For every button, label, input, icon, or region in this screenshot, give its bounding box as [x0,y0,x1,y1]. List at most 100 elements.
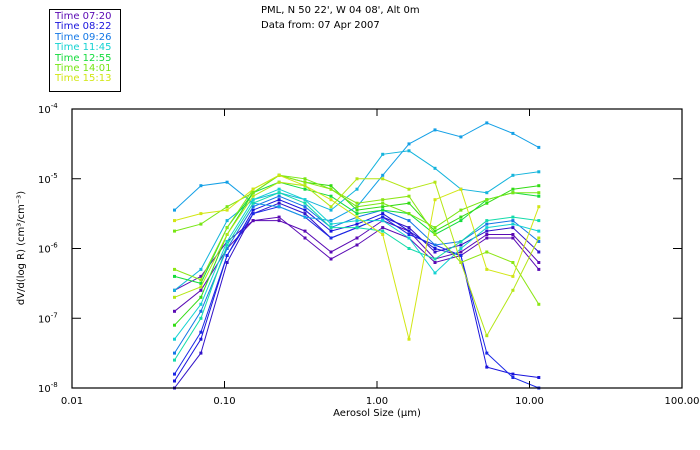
data-point [251,191,255,195]
data-point [173,351,176,355]
data-point [537,261,541,264]
legend-item: Time 07:20 [55,11,112,22]
data-point [173,337,176,341]
data-point [355,226,359,230]
data-point [329,205,333,209]
data-point [485,229,489,233]
data-point [277,173,281,177]
data-point [459,240,463,243]
data-point [303,215,307,219]
data-point [511,236,515,240]
data-point [511,233,515,236]
chart-title: PML, N 50 22', W 04 08', Alt 0m [261,5,420,16]
data-point [173,229,176,233]
data-point [485,198,489,202]
data-point [537,191,541,195]
y-tick-label: 10-8 [38,381,58,395]
data-point [511,219,515,223]
data-point [485,365,489,369]
data-point [537,145,541,149]
data-point [407,236,411,240]
data-point [485,233,489,236]
data-point [459,250,463,254]
data-point [537,267,541,271]
y-tick-label: 10-6 [38,242,58,256]
data-point [199,274,203,278]
data-point [485,236,489,240]
data-point [251,212,255,216]
data-point [173,323,176,327]
data-point [225,180,229,184]
data-point [381,177,385,181]
data-point [459,187,463,191]
data-point [355,222,359,226]
data-point [199,285,203,289]
data-point [537,236,541,240]
data-point [329,208,333,212]
data-point [511,191,515,195]
data-point [199,351,203,355]
legend-item: Time 11:45 [55,42,112,54]
data-point [381,212,385,216]
data-point [277,201,281,205]
data-point [407,194,411,198]
data-point [485,226,489,230]
data-point [199,309,203,313]
data-point [277,198,281,202]
data-point [485,201,489,205]
data-point [537,250,541,254]
data-point [173,379,176,383]
data-point [459,219,463,223]
data-point [433,233,437,236]
data-point [511,131,515,135]
data-point [199,316,203,320]
data-point [355,243,359,247]
data-point [485,191,489,195]
series-line [174,174,540,340]
data-point [251,194,255,198]
data-point [355,205,359,209]
data-point [407,247,411,250]
data-point [277,194,281,198]
data-point [381,226,385,230]
data-point [485,250,489,254]
data-point [303,229,307,233]
data-point [381,229,385,233]
data-point [537,170,541,174]
data-point [537,240,541,243]
data-point [381,201,385,205]
legend-item: Time 14:01 [55,63,112,75]
data-point [407,219,411,223]
data-point [251,187,255,191]
data-point [251,205,255,209]
data-point [303,212,307,216]
data-point [225,208,229,212]
data-point [381,205,385,209]
data-point [329,236,333,240]
data-point [485,267,489,271]
data-point [199,295,203,299]
data-point [433,243,437,247]
x-tick-label: 100.00 [665,396,700,407]
data-point [277,191,281,195]
data-point [251,201,255,205]
data-point [329,229,333,233]
data-point [277,187,281,191]
data-point [355,208,359,212]
data-point [329,184,333,188]
x-tick-label: 0.10 [213,396,235,407]
data-point [355,201,359,205]
y-tick-label: 10-7 [38,311,58,325]
legend-item: Time 08:22 [55,21,112,33]
series-layer [173,121,541,390]
data-point [459,135,463,139]
data-point [225,247,229,250]
data-point [537,184,541,188]
data-point [355,236,359,240]
data-point [199,278,203,282]
data-point [225,243,229,247]
data-point [433,198,437,202]
data-point [381,198,385,202]
x-axis: 0.01 0.10 1.00 10.00 100.00 [61,109,700,407]
